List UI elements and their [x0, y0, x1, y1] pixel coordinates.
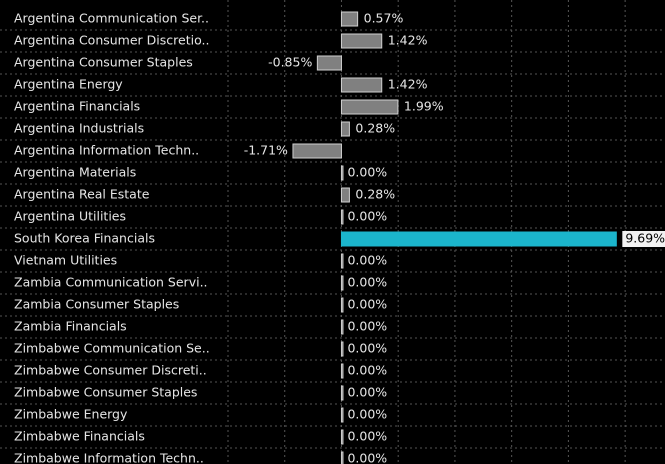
bar	[340, 341, 344, 357]
value-label-box	[622, 231, 665, 247]
bar	[316, 55, 342, 71]
bar	[340, 385, 344, 401]
category-label: Argentina Energy	[14, 77, 123, 92]
category-label: Zimbabwe Communication Se..	[14, 341, 210, 356]
bar	[340, 99, 399, 115]
category-label: South Korea Financials	[14, 231, 155, 246]
bar	[340, 275, 344, 291]
bar	[340, 209, 344, 225]
value-label: 0.00%	[347, 407, 387, 422]
value-label: 0.00%	[347, 363, 387, 378]
bar	[340, 407, 344, 423]
bar	[340, 187, 350, 203]
bar	[340, 231, 617, 247]
bar	[340, 319, 344, 335]
bar	[340, 33, 383, 49]
value-label: 1.99%	[404, 99, 444, 114]
value-label: 0.00%	[347, 209, 387, 224]
bar	[340, 451, 344, 464]
category-label: Zambia Consumer Staples	[14, 297, 179, 312]
value-label: 0.00%	[347, 341, 387, 356]
bar	[340, 121, 350, 137]
category-label: Zimbabwe Financials	[14, 429, 145, 444]
category-label: Zimbabwe Information Techn..	[14, 451, 204, 464]
value-label: 9.69%	[625, 231, 665, 246]
category-label: Argentina Materials	[14, 165, 136, 180]
category-label: Argentina Industrials	[14, 121, 144, 136]
value-label: 0.00%	[347, 297, 387, 312]
bar	[292, 143, 342, 159]
category-label: Zimbabwe Energy	[14, 407, 128, 422]
value-label: 0.00%	[347, 451, 387, 464]
bar	[340, 297, 344, 313]
category-label: Argentina Utilities	[14, 209, 126, 224]
category-label: Zambia Communication Servi..	[14, 275, 208, 290]
value-label: 0.00%	[347, 165, 387, 180]
bar	[340, 429, 344, 445]
value-label: 0.00%	[347, 319, 387, 334]
category-label: Argentina Financials	[14, 99, 140, 114]
category-label: Argentina Real Estate	[14, 187, 150, 202]
category-label: Vietnam Utilities	[14, 253, 117, 268]
category-label: Argentina Information Techn..	[14, 143, 199, 158]
bar	[340, 77, 383, 93]
value-label: 0.28%	[355, 121, 395, 136]
value-label: 1.42%	[388, 33, 428, 48]
category-label: Zimbabwe Consumer Staples	[14, 385, 197, 400]
value-label: 0.00%	[347, 253, 387, 268]
category-label: Argentina Consumer Discretio..	[14, 33, 209, 48]
category-label: Zimbabwe Consumer Discreti..	[14, 363, 207, 378]
value-label: -0.85%	[268, 55, 312, 70]
category-label: Argentina Communication Ser..	[14, 11, 209, 26]
value-label: 0.00%	[347, 385, 387, 400]
value-label: 0.28%	[355, 187, 395, 202]
bar	[340, 165, 344, 181]
category-label: Argentina Consumer Staples	[14, 55, 193, 70]
value-label: 0.57%	[364, 11, 404, 26]
value-label: -1.71%	[244, 143, 288, 158]
category-label: Zambia Financials	[14, 319, 127, 334]
value-label: 0.00%	[347, 429, 387, 444]
value-label: 0.00%	[347, 275, 387, 290]
bar	[340, 11, 359, 27]
bar	[340, 363, 344, 379]
bar	[340, 253, 344, 269]
value-label: 1.42%	[388, 77, 428, 92]
